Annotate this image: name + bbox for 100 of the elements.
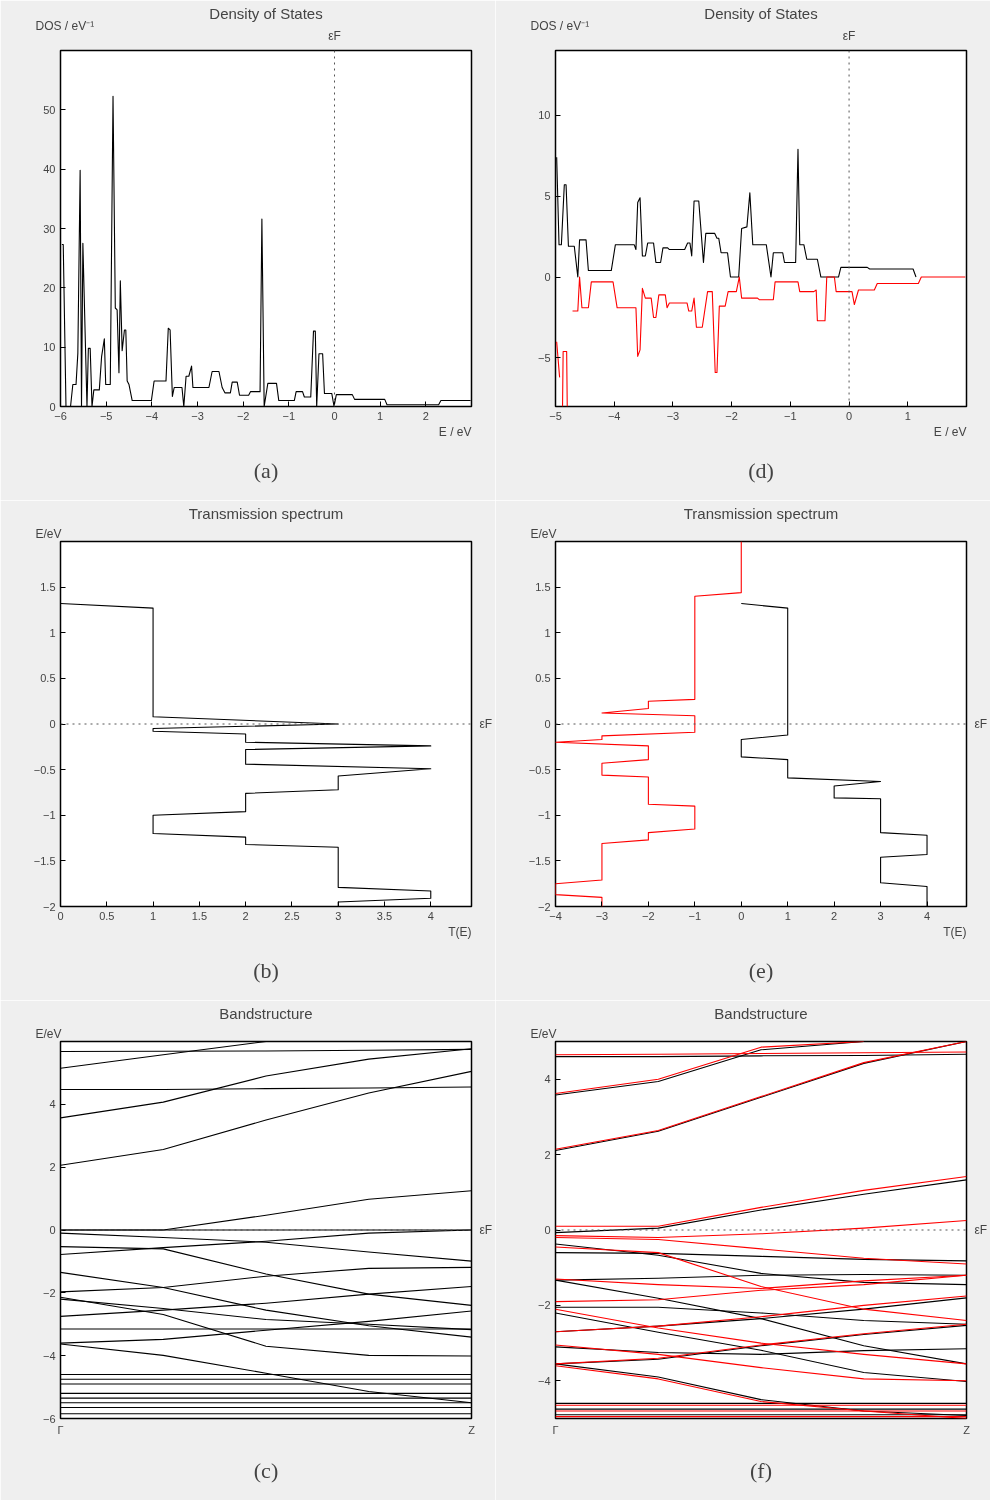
y-tick-label: −0.5 — [528, 763, 551, 776]
chart-title: Density of States — [209, 4, 323, 22]
x-axis-title: T(E) — [448, 924, 472, 939]
x-tick-label: 1 — [904, 409, 911, 422]
y-axis-title: E/eV — [530, 526, 557, 541]
ref-line-label: εF — [328, 28, 341, 43]
y-tick-label: 1.5 — [40, 581, 56, 594]
x-tick-label: 0 — [846, 409, 853, 422]
x-tick-label: −1 — [784, 409, 797, 422]
text: (a) — [253, 458, 279, 483]
x-tick-label: 1.5 — [191, 909, 207, 922]
ref-line-label: εF — [479, 717, 493, 731]
y-tick-label: 4 — [49, 1098, 56, 1111]
chart-title: Transmission spectrum — [683, 504, 839, 522]
text: (e) — [748, 958, 774, 983]
x-tick-label: 2 — [242, 909, 249, 922]
ref-line-label: εF — [842, 28, 856, 43]
y-tick-label: −1.5 — [33, 854, 56, 867]
y-axis-title: E/eV — [35, 1026, 62, 1041]
x-tick-label: −3 — [595, 909, 609, 922]
x-tick-label: −3 — [666, 409, 680, 422]
y-axis-title: E/eV — [35, 526, 62, 541]
y-tick-label: 50 — [43, 103, 56, 116]
x-tick-label: 4 — [923, 909, 931, 922]
y-tick-label: 30 — [43, 222, 56, 235]
y-tick-label: −1 — [537, 809, 551, 822]
x-tick-label: Z — [468, 1423, 476, 1436]
x-tick-label: −4 — [607, 409, 621, 422]
text: (d) — [748, 458, 774, 483]
x-tick-label: −3 — [191, 409, 204, 422]
y-tick-label: 5 — [544, 190, 551, 203]
y-axis-title: E/eV — [530, 1026, 557, 1041]
text: (f) — [750, 1458, 772, 1483]
x-tick-label: 1 — [150, 909, 157, 922]
y-tick-label: 4 — [544, 1073, 551, 1086]
y-tick-label: −0.5 — [33, 763, 56, 776]
y-tick-label: 20 — [43, 281, 56, 294]
y-tick-label: 0.5 — [40, 672, 56, 685]
x-tick-label: −4 — [145, 409, 159, 422]
y-tick-label: 0 — [544, 271, 551, 284]
ref-line-label: εF — [974, 717, 988, 731]
x-axis-title: E / eV — [438, 424, 472, 439]
y-tick-label: 10 — [43, 341, 56, 354]
y-tick-label: −1 — [42, 809, 56, 822]
text: (c) — [253, 1458, 279, 1483]
y-tick-label: −2 — [537, 900, 551, 913]
x-tick-label: 2 — [831, 909, 838, 922]
y-tick-label: 0 — [544, 718, 551, 730]
chart-title: Transmission spectrum — [188, 504, 344, 522]
x-tick-label: −2 — [725, 409, 738, 422]
y-axis-title: DOS / eV⁻¹ — [530, 18, 590, 33]
y-tick-label: −4 — [537, 1374, 551, 1387]
y-tick-label: 1 — [544, 626, 551, 639]
x-tick-label: 3 — [877, 909, 884, 922]
y-tick-label: −2 — [42, 900, 56, 913]
y-tick-label: 0 — [49, 400, 56, 413]
y-tick-label: 1.5 — [535, 581, 551, 594]
chart-title: Bandstructure — [219, 1004, 313, 1022]
chart-title: Bandstructure — [714, 1004, 808, 1022]
x-tick-label: 2.5 — [284, 909, 300, 922]
x-tick-label: Γ — [552, 1423, 559, 1436]
x-tick-label: −2 — [236, 409, 250, 422]
x-tick-label: Γ — [57, 1423, 64, 1436]
y-tick-label: 0.5 — [535, 672, 551, 685]
x-tick-label: Z — [963, 1423, 971, 1436]
x-axis-title: T(E) — [943, 924, 967, 939]
chart-title: Density of States — [704, 4, 818, 22]
y-tick-label: 1 — [49, 626, 56, 639]
text: (b) — [253, 958, 279, 983]
x-tick-label: −5 — [99, 409, 113, 422]
x-tick-label: −2 — [642, 909, 655, 922]
y-tick-label: −2 — [537, 1299, 551, 1312]
y-tick-label: 0 — [49, 1224, 56, 1236]
x-tick-label: 4 — [427, 909, 434, 922]
x-tick-label: 0 — [738, 909, 745, 922]
x-tick-label: 0.5 — [99, 909, 115, 922]
y-tick-label: 10 — [538, 109, 551, 122]
ref-line-label: εF — [974, 1223, 988, 1237]
x-tick-label: 1 — [784, 909, 791, 922]
y-tick-label: 2 — [49, 1161, 56, 1174]
x-tick-label: 3.5 — [376, 909, 393, 922]
x-tick-label: 3 — [335, 909, 342, 922]
x-tick-label: 0 — [57, 909, 64, 922]
y-tick-label: −5 — [537, 351, 551, 364]
y-tick-label: −4 — [42, 1349, 56, 1362]
x-tick-label: 1 — [377, 409, 384, 422]
x-tick-label: −1 — [282, 409, 296, 422]
ref-line-label: εF — [479, 1223, 493, 1237]
y-tick-label: −1.5 — [528, 854, 551, 867]
y-axis-title: DOS / eV⁻¹ — [35, 18, 95, 33]
x-tick-label: 2 — [422, 409, 429, 422]
x-axis-title: E / eV — [933, 424, 967, 439]
y-tick-label: 40 — [43, 163, 56, 176]
y-tick-label: 2 — [544, 1148, 551, 1161]
x-tick-label: 0 — [331, 409, 338, 422]
y-tick-label: 0 — [49, 718, 56, 730]
y-tick-label: −6 — [42, 1412, 56, 1425]
y-tick-label: 0 — [544, 1224, 551, 1236]
y-tick-label: −2 — [42, 1286, 56, 1299]
x-tick-label: −1 — [688, 909, 702, 922]
